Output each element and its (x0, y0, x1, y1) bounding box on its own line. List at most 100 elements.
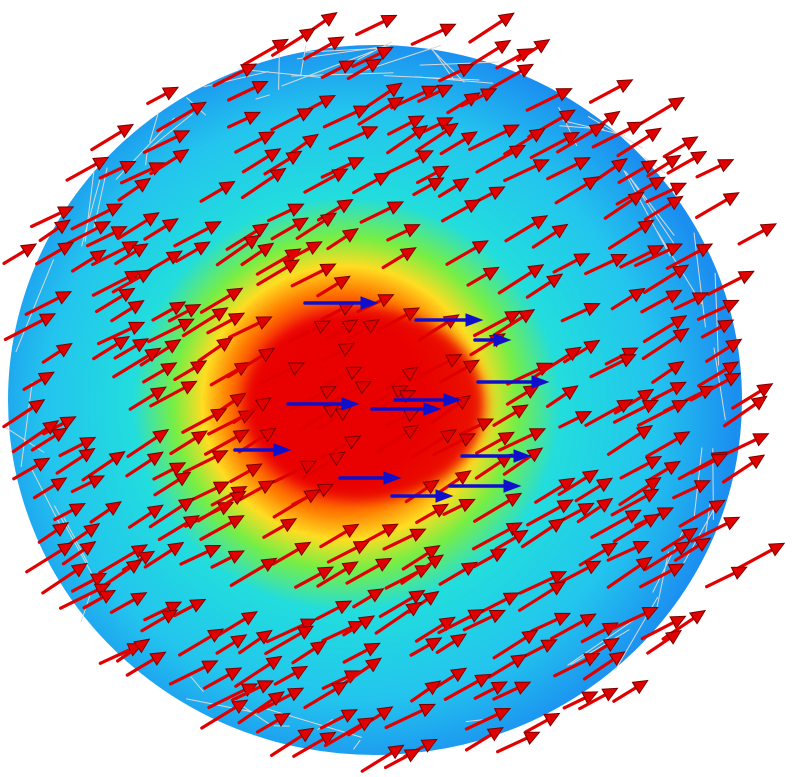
red-arrow (270, 107, 314, 132)
red-arrow-head (399, 390, 417, 404)
red-arrow-shaft (442, 503, 464, 516)
red-arrow-head (427, 554, 445, 570)
red-arrow-head (50, 427, 69, 443)
red-arrow-shaft (606, 563, 642, 589)
red-arrow (241, 148, 282, 174)
red-arrow-shaft (553, 658, 589, 678)
red-arrow-head (644, 476, 662, 492)
red-arrow-shaft (212, 68, 246, 88)
red-arrow-shaft (55, 454, 85, 475)
red-arrow (342, 615, 376, 637)
red-arrow-shaft (531, 353, 571, 379)
mesh-line (705, 500, 712, 533)
red-arrow (229, 557, 278, 588)
red-arrow-head (131, 338, 150, 353)
red-arrow-head (344, 435, 362, 450)
red-arrow-head (574, 410, 593, 425)
mesh-line (92, 167, 108, 231)
red-arrow (294, 566, 335, 589)
red-arrow-shaft (386, 229, 409, 242)
red-arrow-head (125, 559, 143, 574)
red-arrow-head (240, 63, 258, 78)
red-arrow-shaft (384, 708, 424, 730)
red-arrow-shaft (25, 548, 64, 574)
red-arrow-head (33, 457, 51, 472)
red-arrow (441, 199, 482, 223)
red-arrow-head (671, 399, 689, 414)
red-arrow (359, 201, 405, 224)
red-arrow (412, 177, 445, 197)
red-arrow (41, 342, 73, 364)
red-arrow-shaft (495, 53, 522, 70)
red-arrow-shaft (345, 563, 381, 585)
red-arrow-shaft (401, 551, 430, 571)
red-arrow (647, 460, 682, 482)
red-arrow-head (341, 561, 359, 576)
red-arrow-head (476, 418, 495, 432)
red-arrow-head (245, 463, 263, 478)
red-arrow (2, 399, 46, 429)
red-arrow-shaft (469, 339, 495, 357)
red-arrow (704, 566, 748, 589)
red-arrow (128, 386, 167, 411)
red-arrow-head (621, 347, 639, 362)
red-arrow-shaft (320, 307, 344, 321)
red-arrow (646, 629, 682, 655)
red-arrow-shaft (215, 640, 237, 655)
mesh-line (353, 739, 361, 750)
red-arrow (384, 366, 419, 391)
red-arrow-shaft (673, 543, 701, 562)
red-arrow-head (497, 431, 515, 446)
red-arrow (58, 436, 97, 458)
red-arrow-shaft (473, 316, 510, 337)
red-arrow-head (441, 122, 459, 138)
red-arrow-head (354, 380, 373, 395)
red-arrow (445, 240, 489, 266)
red-arrow-shaft (700, 325, 723, 339)
red-arrow-shaft (255, 718, 280, 734)
red-arrow-shaft (731, 389, 763, 410)
red-arrow-shaft (326, 325, 348, 341)
red-arrow (317, 435, 362, 461)
red-arrow-shaft (321, 348, 344, 363)
red-arrow-head (626, 121, 644, 136)
red-arrow-shaft (505, 390, 529, 406)
red-arrow-head (725, 338, 743, 354)
red-arrow-shaft (181, 313, 218, 338)
red-arrow-head (146, 504, 164, 520)
red-arrow-shaft (410, 687, 431, 703)
red-arrow-shaft (696, 304, 728, 321)
red-arrow-shaft (475, 150, 515, 174)
red-arrow-shaft (504, 221, 537, 243)
red-arrow-head (667, 360, 685, 376)
red-arrow-shaft (342, 664, 372, 686)
red-arrow-head (627, 191, 645, 207)
red-arrow-shaft (41, 349, 62, 364)
red-arrow-shaft (53, 508, 75, 522)
red-arrow (561, 502, 595, 522)
red-arrow-head (282, 259, 301, 274)
red-arrow-head (338, 60, 356, 74)
red-arrow-shaft (270, 734, 304, 758)
red-arrow-head (665, 243, 683, 257)
red-arrow (459, 418, 495, 436)
red-arrow-head (462, 359, 481, 374)
red-arrow-head (254, 397, 272, 412)
red-arrow-shaft (215, 241, 250, 267)
red-arrow-head (411, 125, 429, 140)
red-arrow-shaft (240, 174, 276, 200)
red-arrow-head (439, 23, 457, 37)
red-arrow-shaft (98, 550, 137, 575)
red-arrow-head (730, 566, 748, 580)
red-arrow (255, 712, 291, 734)
red-arrow-head (375, 557, 393, 572)
red-arrow-head (362, 318, 380, 334)
red-arrow-shaft (30, 211, 63, 229)
red-arrow-head (673, 541, 691, 556)
red-arrow-shaft (578, 548, 607, 567)
red-arrow-head (458, 433, 477, 447)
red-arrow (270, 217, 310, 241)
red-arrow-shaft (545, 392, 568, 408)
red-arrow-head (373, 172, 391, 187)
red-arrow-head (51, 522, 69, 537)
